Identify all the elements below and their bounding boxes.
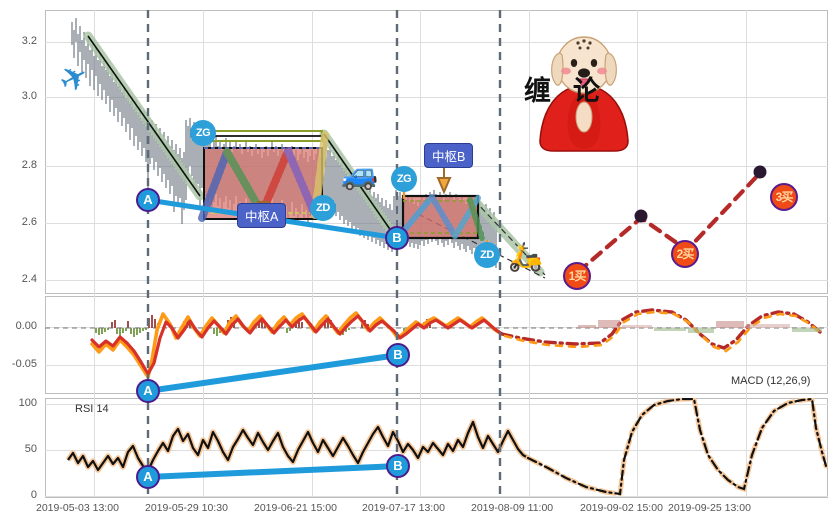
- macd-series-group: [45, 308, 828, 393]
- price-series-group: [71, 18, 767, 279]
- x-tick-6: 2019-09-25 13:00: [668, 502, 751, 514]
- macd-dif-line: [90, 311, 502, 379]
- y-tick-rsi-2: 0: [30, 489, 37, 501]
- divergence-line-rsi: [145, 463, 401, 480]
- y-tick-price-2: 2.8: [21, 159, 37, 171]
- zhongshu-label-b[interactable]: 中枢B: [424, 143, 474, 168]
- buy-point-2[interactable]: 2买: [671, 240, 699, 268]
- x-tick-5: 2019-09-02 15:00: [580, 502, 663, 514]
- zhongshu-label-a[interactable]: 中枢A: [237, 203, 287, 228]
- y-tick-price-3: 2.6: [21, 216, 37, 228]
- x-tick-2: 2019-06-21 15:00: [254, 502, 337, 514]
- rsi-line-halo: [65, 419, 530, 474]
- macd-indicator-label: MACD (12,26,9): [731, 375, 811, 387]
- projection-nodes: [634, 165, 767, 223]
- zd-label-b[interactable]: ZD: [474, 242, 500, 268]
- buy-point-3[interactable]: 3买: [770, 183, 798, 211]
- point-b-price[interactable]: B: [385, 226, 409, 250]
- rsi-series-group: [65, 398, 828, 497]
- monk-dog-icon: [539, 36, 629, 152]
- point-a-macd[interactable]: A: [136, 379, 160, 403]
- x-tick-1: 2019-05-29 10:30: [145, 502, 228, 514]
- y-tick-price-4: 2.4: [21, 273, 37, 285]
- y-tick-price-0: 3.2: [21, 35, 37, 47]
- vertical-gridlines: [94, 10, 747, 497]
- vertical-marker-lines: [146, 10, 502, 497]
- y-tick-rsi-1: 50: [24, 443, 37, 455]
- x-tick-4: 2019-08-09 11:00: [471, 502, 554, 514]
- watermark-text: 缠论: [524, 76, 622, 106]
- trend-centerline: [87, 35, 397, 239]
- horizontal-gridlines: [45, 42, 828, 497]
- y-tick-rsi-0: 100: [18, 397, 37, 409]
- x-tick-3: 2019-07-17 13:00: [362, 502, 445, 514]
- zd-label-a[interactable]: ZD: [310, 195, 336, 221]
- y-tick-macd-0: 0.00: [15, 320, 37, 332]
- divergence-line-macd: [145, 352, 401, 393]
- y-tick-macd-1: -0.05: [11, 358, 37, 370]
- x-tick-0: 2019-05-03 13:00: [36, 502, 119, 514]
- point-a-rsi[interactable]: A: [136, 465, 160, 489]
- point-b-rsi[interactable]: B: [386, 454, 410, 478]
- zg-label-b[interactable]: ZG: [391, 166, 417, 192]
- watermark-logo: 缠论: [524, 33, 640, 155]
- y-tick-price-1: 3.0: [21, 90, 37, 102]
- point-b-macd[interactable]: B: [386, 343, 410, 367]
- macd-dea-line: [90, 314, 504, 376]
- point-a-price[interactable]: A: [136, 188, 160, 212]
- rsi-projection: [525, 398, 828, 497]
- car-icon: 🚙: [341, 158, 379, 191]
- buy-point-1[interactable]: 1买: [563, 262, 591, 290]
- projection-path: [575, 170, 763, 275]
- macd-projection-histogram: [578, 320, 822, 333]
- scooter-icon: 🛵: [508, 241, 543, 272]
- rsi-indicator-label: RSI 14: [75, 403, 109, 415]
- macd-projection: [500, 308, 824, 353]
- panel-frames: [45, 10, 828, 498]
- zg-label-a[interactable]: ZG: [190, 120, 216, 146]
- pivot-b-strokes: [393, 194, 485, 243]
